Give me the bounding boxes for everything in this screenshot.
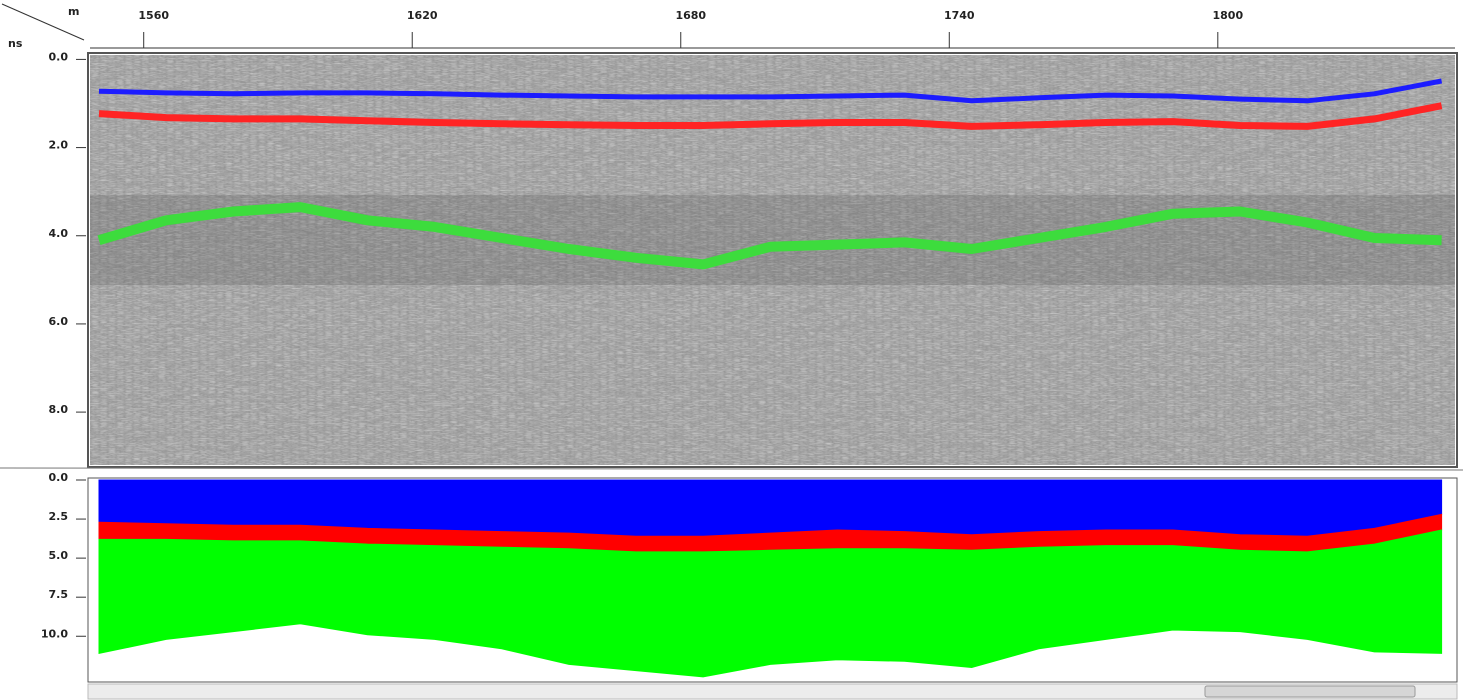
x-tick-label: 1800	[1212, 9, 1243, 22]
scrollbar-thumb[interactable]	[1204, 685, 1416, 698]
horizon-line	[98, 102, 1443, 130]
horizon-line	[98, 78, 1443, 104]
x-tick-label: 1740	[944, 9, 975, 22]
radar-frame	[87, 52, 1458, 468]
y-tick-label: 4.0	[49, 227, 69, 240]
y-tick-label: 0.0	[49, 50, 69, 63]
y-tick-label: 0.0	[49, 471, 69, 484]
panel-divider	[0, 467, 1463, 471]
y-tick-label: 6.0	[49, 315, 69, 328]
scrollbar-track[interactable]	[87, 683, 1458, 700]
layer-area	[98, 529, 1443, 678]
y-tick-label: 10.0	[41, 627, 68, 640]
x-tick-label: 1680	[675, 9, 706, 22]
horizon-line	[97, 202, 1442, 270]
y-tick-label: 7.5	[49, 588, 69, 601]
y-tick-label: 2.5	[49, 510, 69, 523]
y-tick-label: 8.0	[49, 403, 69, 416]
y-axis-label: ns	[8, 37, 23, 50]
x-tick-label: 1620	[407, 9, 438, 22]
y-tick-label: 2.0	[49, 139, 69, 152]
x-tick-label: 1560	[138, 9, 169, 22]
x-axis-label: m	[68, 5, 79, 18]
y-tick-label: 5.0	[49, 549, 69, 562]
corner-diagonal	[1, 3, 85, 41]
